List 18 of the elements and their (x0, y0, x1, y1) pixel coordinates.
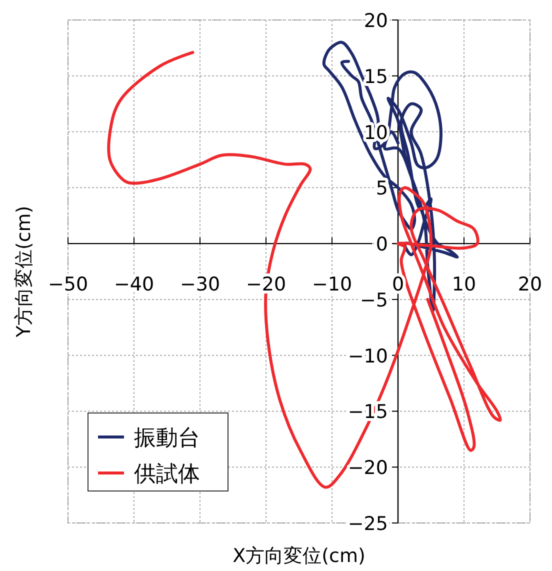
y-tick-label: −25 (348, 513, 388, 535)
x-tick-label: −30 (180, 274, 220, 296)
y-tick-label: 20 (364, 10, 388, 32)
legend-label: 供試体 (134, 462, 200, 487)
x-tick-label: −10 (312, 274, 352, 296)
legend-label: 振動台 (134, 426, 200, 451)
x-tick-label: 20 (518, 274, 542, 296)
y-tick-label: 0 (376, 234, 388, 256)
x-tick-label: −50 (48, 274, 88, 296)
x-tick-label: −40 (114, 274, 154, 296)
y-tick-label: −10 (348, 345, 388, 368)
y-tick-label: −5 (360, 289, 388, 312)
x-tick-label: 10 (452, 274, 476, 296)
y-tick-label: 15 (364, 66, 388, 88)
x-axis-title: X方向変位(cm) (232, 545, 366, 567)
y-axis-title: Y方向変位(cm) (13, 206, 35, 338)
y-tick-label: −20 (348, 457, 388, 480)
y-tick-label: 5 (376, 178, 388, 200)
